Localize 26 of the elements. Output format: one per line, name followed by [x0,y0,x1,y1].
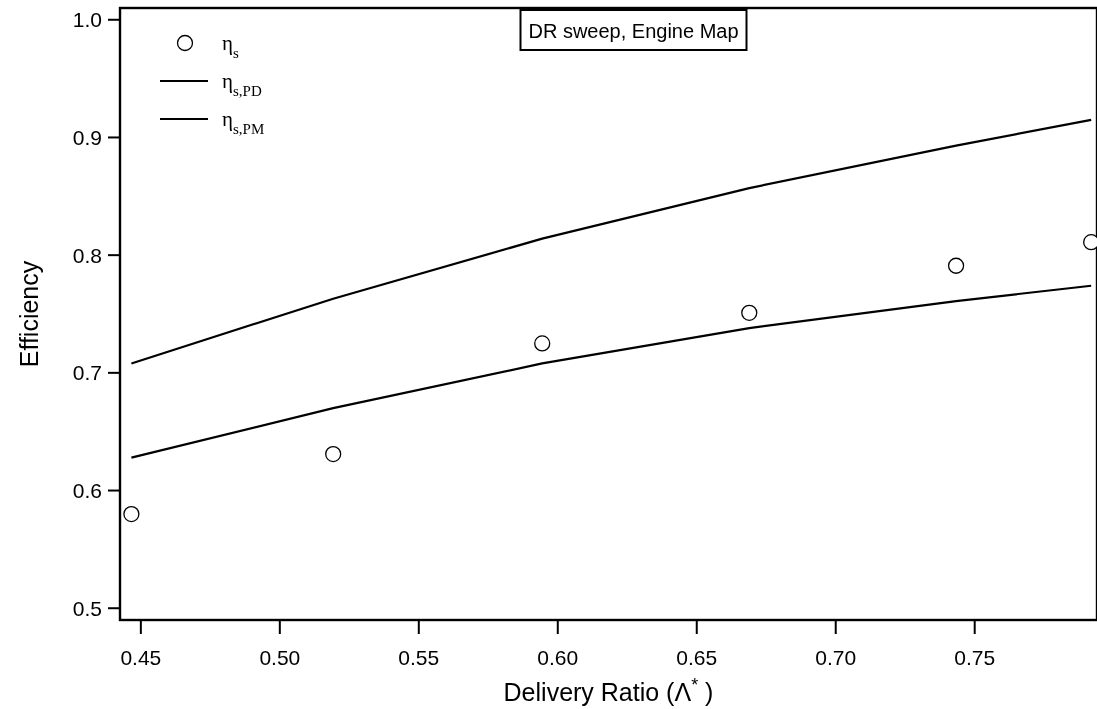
x-tick-label: 0.45 [120,646,162,669]
point [325,445,342,463]
line-series [130,284,1093,459]
y-tick-label: 0.8 [72,243,102,267]
point [123,505,140,523]
x-axis-title: Delivery Ratio (Λ$^{*}$) [503,675,714,706]
x-tick-label: 0.55 [398,646,440,669]
y-tick-label: 0.5 [72,596,102,620]
y-axis-title: Efficiency [15,260,43,368]
y-tick-label: 0.7 [72,361,102,385]
legend-label: η$_{s}$ [222,31,239,61]
x-tick-label: 0.75 [954,646,996,669]
line-series [130,118,1093,365]
y-tick-label: 1.0 [72,8,102,32]
point [947,257,965,274]
legend-label: η$_{s,PD}$ [222,69,262,99]
x-tick-label: 0.65 [676,646,718,669]
x-tick-label: 0.50 [259,646,301,669]
point [534,335,551,352]
y-tick-label: 0.6 [72,478,102,502]
legend-label: η$_{s,PM}$ [222,107,265,137]
x-tick-label: 0.60 [537,646,579,669]
x-tick-label: 0.70 [815,646,857,669]
point [741,304,758,321]
text: DR sweep, Engine Map [528,20,739,42]
y-tick-label: 0.9 [72,125,102,149]
